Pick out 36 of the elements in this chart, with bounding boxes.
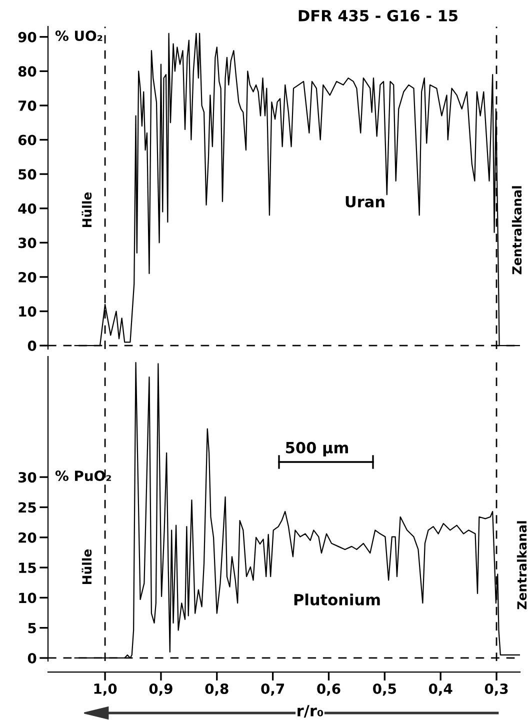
y-tick-label: 30 [18,472,36,483]
y-tick-label: 30 [18,238,36,248]
y-tick-label: 20 [18,532,36,543]
y-tick-label: 90 [18,32,36,42]
y-tick-label: 0 [28,652,36,664]
annotation: Zentralkanal [516,521,527,610]
x-tick-label: 0,3 [484,683,508,696]
annotation: Hülle [82,549,92,584]
annotation: Hülle [82,192,92,228]
y-tick-label: 40 [18,203,36,214]
y-tick-label: 25 [18,502,36,513]
y-tick-label: 70 [18,100,36,111]
y-tick-label: 15 [19,562,36,574]
y-tick-label: 20 [18,272,36,282]
x-tick-label: 0,4 [428,683,452,696]
y-tick-label: 10 [19,306,36,317]
x-tick-label: 0,6 [317,683,340,696]
annotation: Zentralkanal [512,186,522,274]
annotation: Plutonium [294,594,380,606]
y-tick-label: 60 [18,134,36,146]
x-tick-label: 0,7 [261,683,284,696]
y-tick-label: 0 [28,340,36,352]
y-axis-title: % PuO₂ [55,470,111,482]
y-tick-label: 10 [19,592,36,604]
x-tick-label: 0,8 [205,683,228,696]
x-axis-title: r/r₀ [298,705,324,718]
x-tick-label: 0,5 [373,683,396,696]
annotation: 500 µm [286,442,348,456]
y-tick-label: 5 [28,622,36,634]
annotation: Uran [346,196,384,208]
y-tick-label: 80 [18,66,36,77]
y-tick-label: 50 [18,169,36,180]
y-axis-title: % UO₂ [55,30,102,42]
x-tick-label: 0,9 [149,683,172,696]
chart-title: DFR 435 - G16 - 15 [298,10,458,22]
x-tick-label: 1,0 [94,683,117,696]
